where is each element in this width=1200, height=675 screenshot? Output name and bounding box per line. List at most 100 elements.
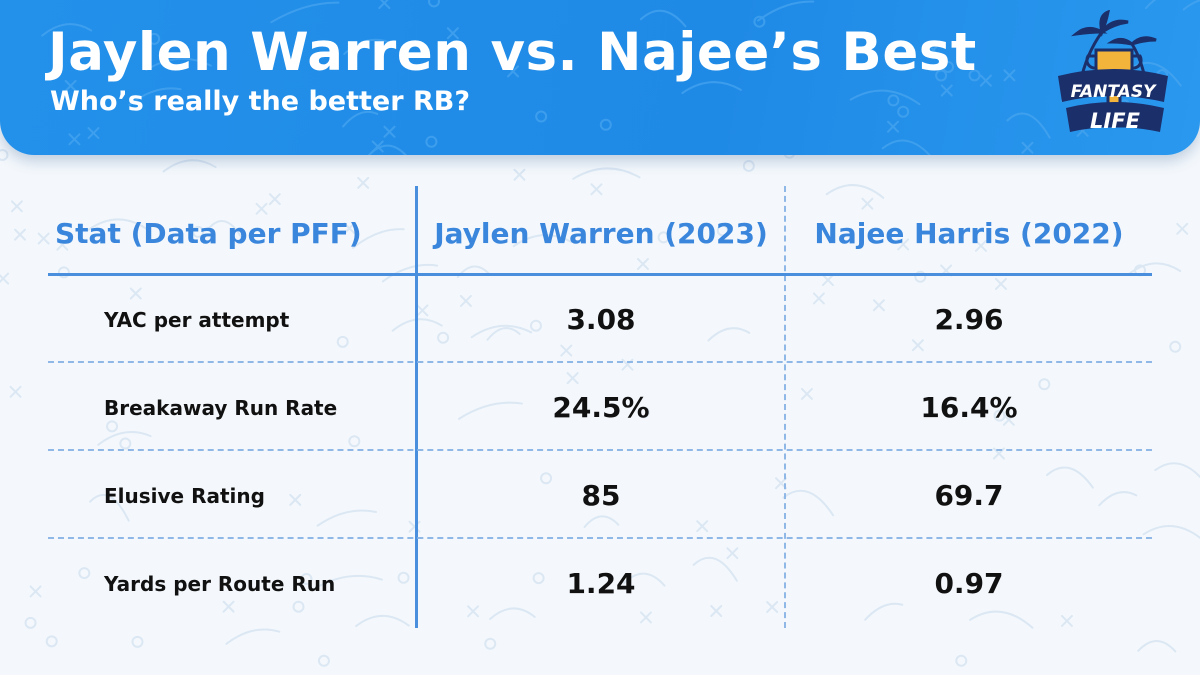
pattern-mark (316, 509, 378, 527)
harris-value: 0.97 (934, 567, 1004, 600)
pattern-mark (343, 222, 356, 235)
pattern-mark (24, 616, 37, 629)
pattern-mark (255, 202, 268, 215)
pattern-mark (56, 238, 69, 251)
pattern-mark (37, 232, 50, 245)
pattern-mark (68, 133, 81, 146)
pattern-mark (225, 628, 281, 645)
pattern-mark (872, 299, 885, 312)
header-banner: Jaylen Warren vs. Najee’s Best Who’s rea… (0, 0, 1200, 155)
row-divider (48, 537, 1152, 539)
pattern-mark (89, 493, 130, 522)
pattern-mark (427, 0, 440, 8)
warren-value: 3.08 (566, 303, 636, 336)
pattern-mark (897, 105, 910, 118)
pattern-mark (657, 231, 670, 244)
pattern-mark (292, 600, 305, 613)
harris-value: 16.4% (920, 391, 1018, 424)
pattern-mark (911, 339, 924, 352)
pattern-mark (78, 567, 91, 580)
harris-value: 2.96 (934, 303, 1004, 336)
pattern-mark (955, 654, 968, 667)
pattern-mark (887, 120, 900, 133)
pattern-mark (1154, 462, 1200, 479)
pattern-mark (437, 331, 450, 344)
pattern-mark (378, 0, 391, 9)
pattern-mark (64, 79, 77, 92)
pattern-mark (637, 406, 650, 419)
pattern-mark (1038, 378, 1051, 391)
pattern-mark (993, 409, 1006, 422)
pattern-mark (716, 224, 729, 237)
pattern-mark (206, 220, 242, 238)
page-subtitle: Who’s really the better RB? (50, 86, 470, 117)
pattern-mark (757, 0, 815, 22)
column-divider-solid (415, 186, 418, 628)
pattern-mark (381, 263, 439, 283)
pattern-mark (29, 585, 42, 598)
pattern-mark (352, 228, 405, 249)
pattern-mark (692, 556, 738, 582)
pattern-mark (459, 294, 472, 307)
warren-value: 1.24 (566, 567, 636, 600)
pattern-mark (590, 183, 603, 196)
pattern-mark (1142, 525, 1200, 540)
pattern-mark (1060, 614, 1073, 627)
pattern-mark (425, 135, 438, 148)
harris-value: 69.7 (934, 479, 1004, 512)
pattern-mark (766, 601, 779, 614)
pattern-mark (336, 335, 349, 348)
table-row: YAC per attempt 3.08 2.96 (48, 276, 1152, 364)
svg-text:FANTASY: FANTASY (1071, 82, 1157, 102)
pattern-mark (710, 604, 723, 617)
pattern-mark (507, 65, 520, 78)
pattern-mark (566, 372, 579, 385)
warren-value: 24.5% (552, 391, 650, 424)
pattern-mark (45, 635, 58, 648)
pattern-mark (357, 176, 370, 189)
pattern-mark (707, 327, 751, 342)
pattern-mark (572, 167, 641, 180)
table-row: Yards per Route Run 1.24 0.97 (48, 540, 1152, 628)
row-divider (48, 361, 1152, 363)
pattern-mark (128, 87, 182, 106)
pattern-mark (343, 38, 390, 55)
pattern-mark (1182, 0, 1200, 11)
pattern-mark (467, 605, 480, 618)
stat-label: YAC per attempt (104, 308, 290, 332)
fantasy-life-logo: FANTASY LIFE (1058, 10, 1168, 133)
pattern-mark (489, 607, 536, 621)
pattern-mark (979, 74, 992, 87)
pattern-mark (726, 547, 739, 560)
pattern-mark (974, 239, 987, 252)
header-underline (48, 273, 1152, 276)
pattern-mark (131, 635, 144, 648)
pattern-mark (397, 571, 410, 584)
pattern-mark (529, 319, 542, 332)
pattern-mark (1045, 466, 1094, 489)
pattern-mark (342, 110, 379, 128)
pattern-mark (148, 32, 161, 45)
column-header-stat: Stat (Data per PFF) (55, 217, 362, 250)
pattern-mark (914, 270, 927, 283)
pattern-mark (861, 197, 874, 210)
pattern-mark (821, 274, 834, 287)
pattern-mark (317, 654, 330, 667)
pattern-mark (14, 228, 27, 241)
pattern-mark (1127, 262, 1182, 276)
column-header-harris: Najee Harris (2022) (814, 217, 1124, 250)
pattern-mark (87, 218, 148, 231)
pattern-mark (355, 614, 410, 627)
pattern-mark (222, 600, 235, 613)
pattern-mark (348, 435, 361, 448)
pattern-mark (513, 168, 526, 181)
pattern-mark (162, 159, 217, 173)
pattern-mark (0, 272, 10, 285)
pattern-mark (942, 60, 955, 73)
stat-label: Breakaway Run Rate (104, 396, 338, 420)
pattern-mark (289, 493, 302, 506)
logo-wordmark: FANTASY LIFE (1058, 69, 1168, 133)
pattern-mark (623, 572, 666, 587)
pattern-mark (87, 127, 100, 140)
pattern-mark (1144, 0, 1157, 10)
